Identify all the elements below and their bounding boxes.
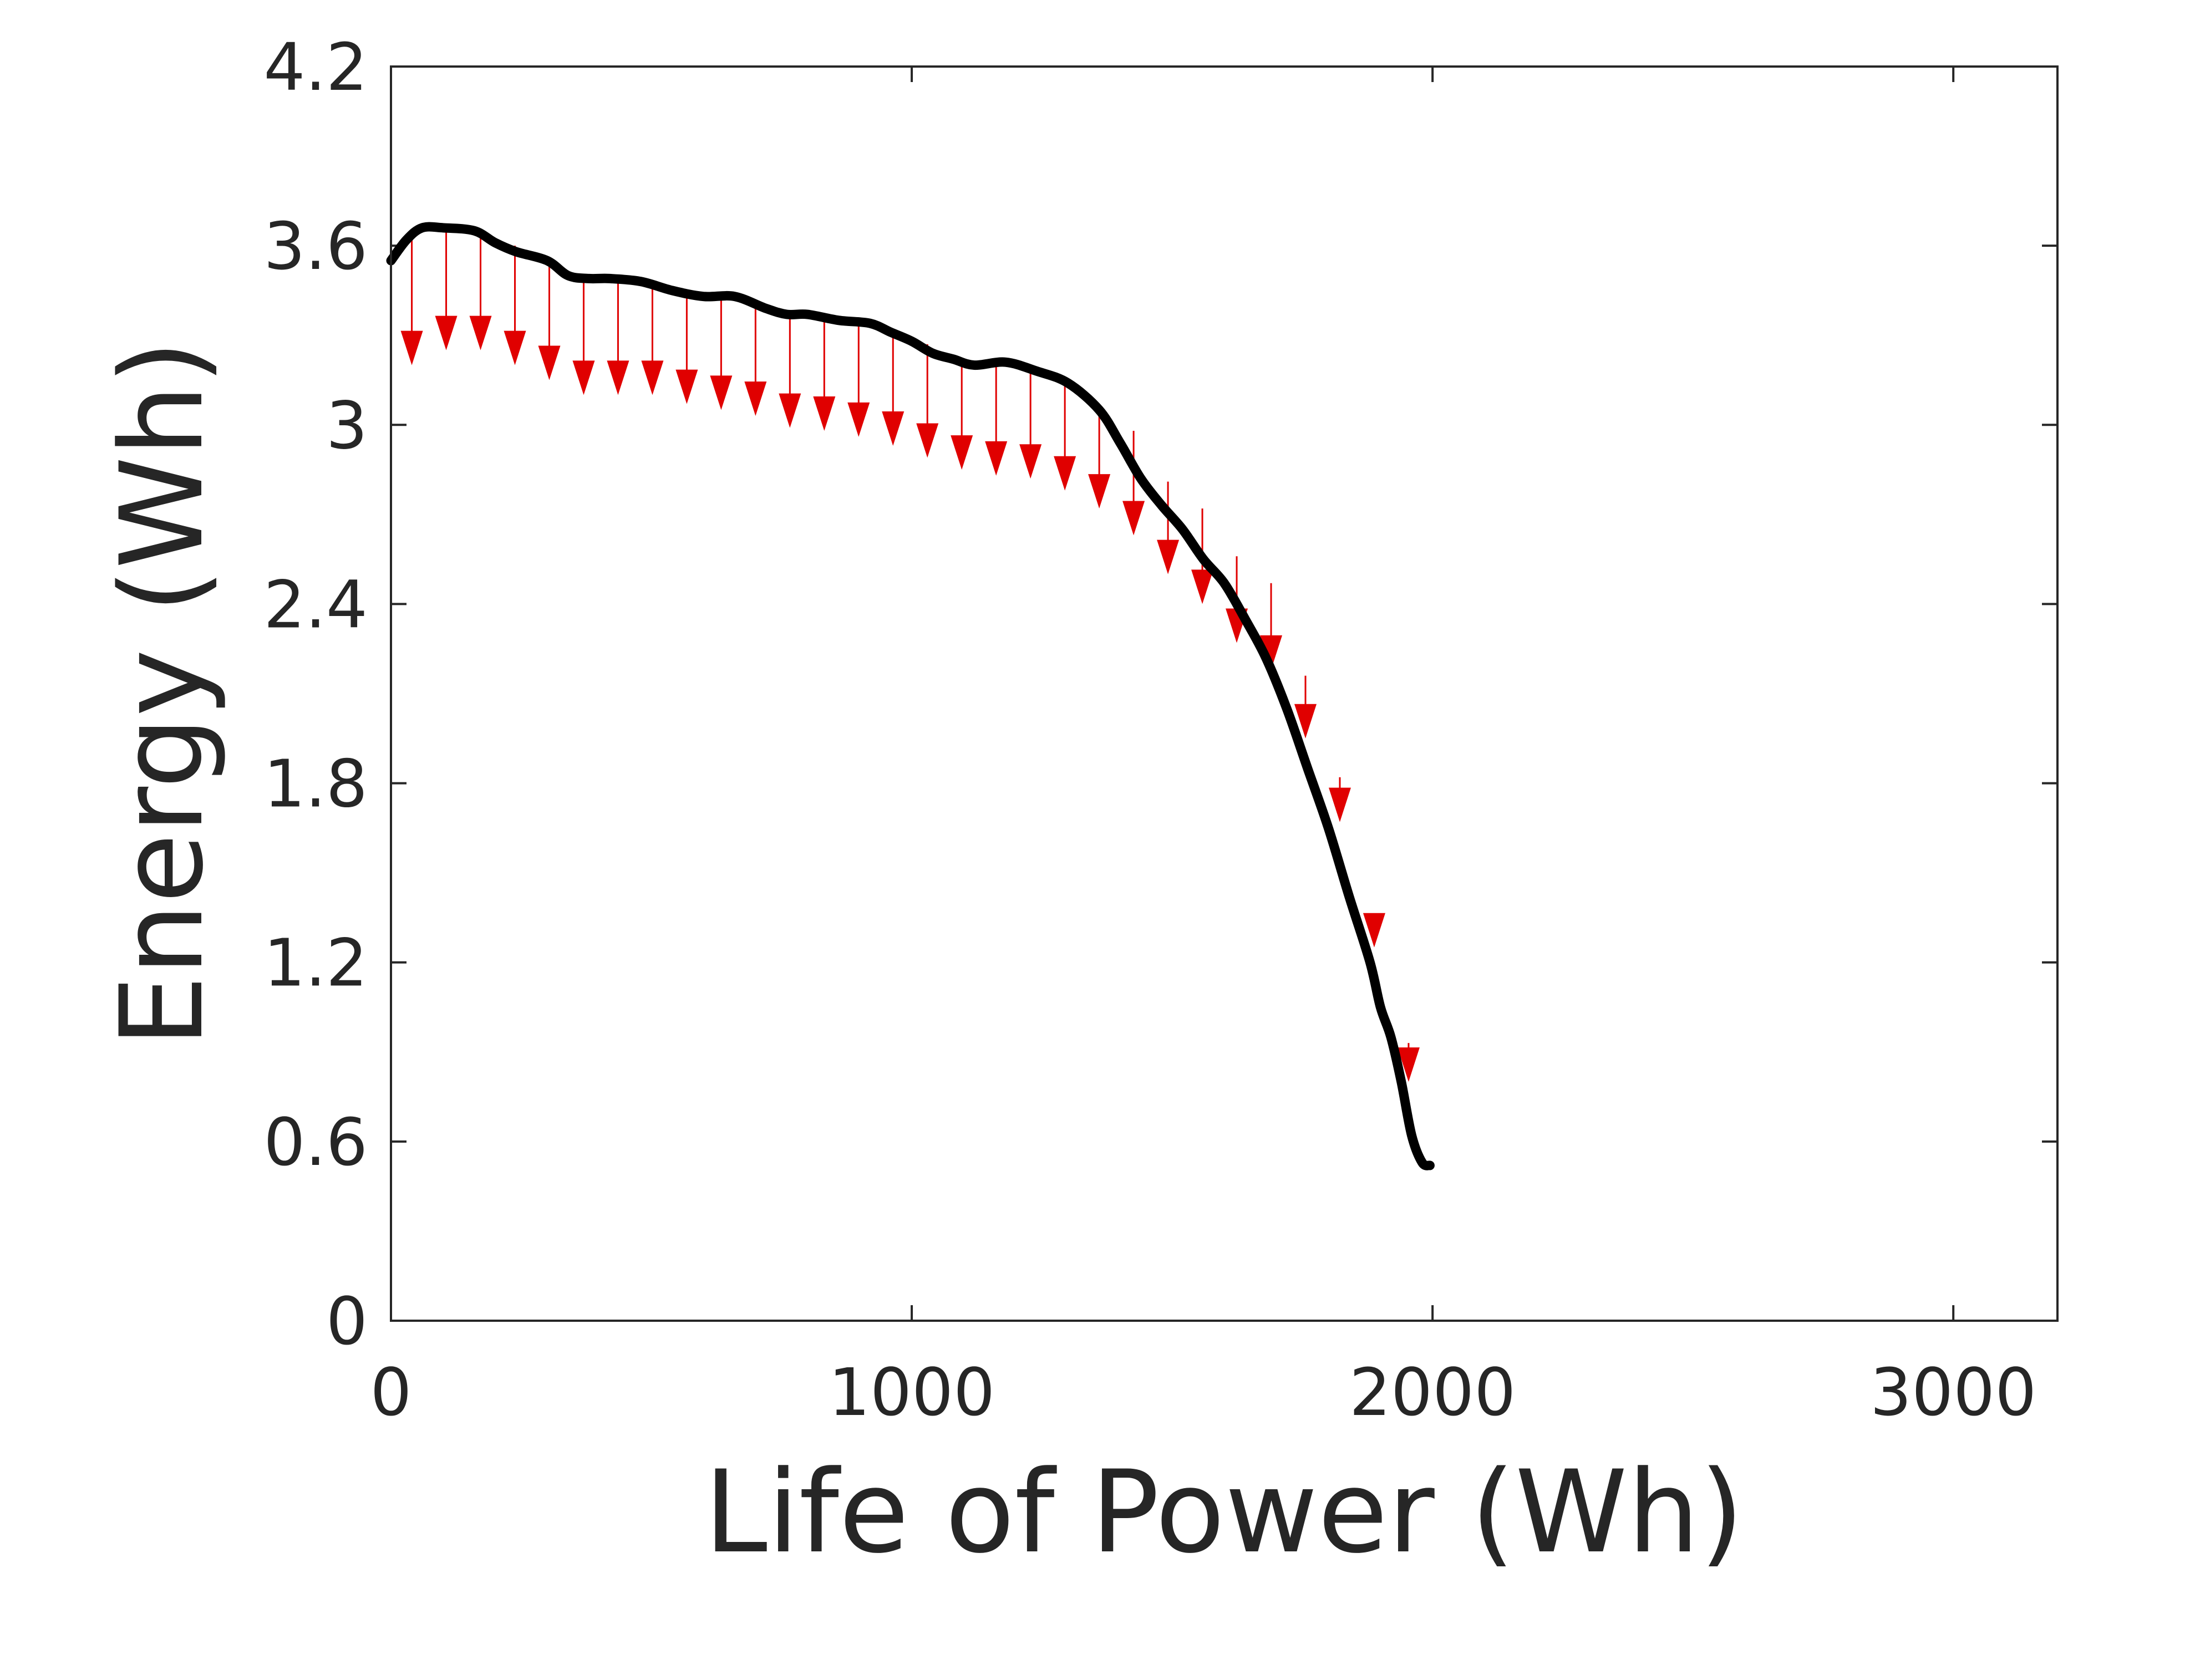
arrow-head	[400, 330, 423, 365]
y-tick-label: 0.6	[263, 1104, 368, 1180]
y-tick-label: 0	[326, 1283, 368, 1360]
y-tick-label: 1.2	[263, 925, 368, 1001]
arrow-head	[985, 441, 1008, 476]
y-tick-label: 4.2	[263, 29, 368, 105]
arrow-head	[1294, 704, 1317, 739]
arrow-head	[1191, 569, 1214, 604]
x-tick-label: 2000	[1349, 1354, 1516, 1430]
arrow-head	[744, 381, 767, 416]
arrow-head	[607, 360, 629, 395]
plot-area	[390, 65, 2059, 1322]
arrow-head	[1328, 787, 1351, 822]
y-tick-label: 3.6	[263, 208, 368, 284]
x-axis-label: Life of Power (Wh)	[704, 1447, 1744, 1579]
arrow-head	[882, 411, 905, 446]
x-tick-label: 3000	[1870, 1354, 2036, 1430]
arrow-head	[1019, 444, 1042, 479]
arrow-head	[813, 396, 836, 431]
arrow-head	[572, 360, 595, 395]
arrow-head	[1088, 474, 1111, 509]
y-tick-label: 3	[326, 387, 368, 464]
arrow-head	[710, 375, 733, 410]
arrow-head	[847, 402, 870, 437]
arrow-head	[435, 315, 458, 350]
y-tick-label: 2.4	[263, 566, 368, 643]
y-tick-label: 1.8	[263, 746, 368, 822]
arrow-head	[1397, 1047, 1420, 1082]
arrow-head	[504, 330, 526, 365]
x-tick-label: 1000	[829, 1354, 995, 1430]
arrow-head	[1122, 501, 1145, 536]
series-line-energy	[386, 222, 1435, 1170]
arrow-head	[916, 423, 939, 458]
arrow-head	[779, 393, 801, 428]
arrow-head	[1157, 539, 1180, 574]
arrow-head	[641, 360, 664, 395]
arrow-head	[1054, 456, 1076, 491]
y-axis-label: Energy (Wh)	[96, 340, 228, 1047]
x-tick-label: 0	[370, 1354, 411, 1430]
arrow-head	[951, 435, 973, 470]
arrow-head	[469, 315, 492, 350]
arrow-head	[538, 345, 561, 380]
arrow-head	[675, 369, 698, 404]
arrow-head	[1363, 913, 1385, 948]
arrow-head	[1260, 635, 1283, 670]
